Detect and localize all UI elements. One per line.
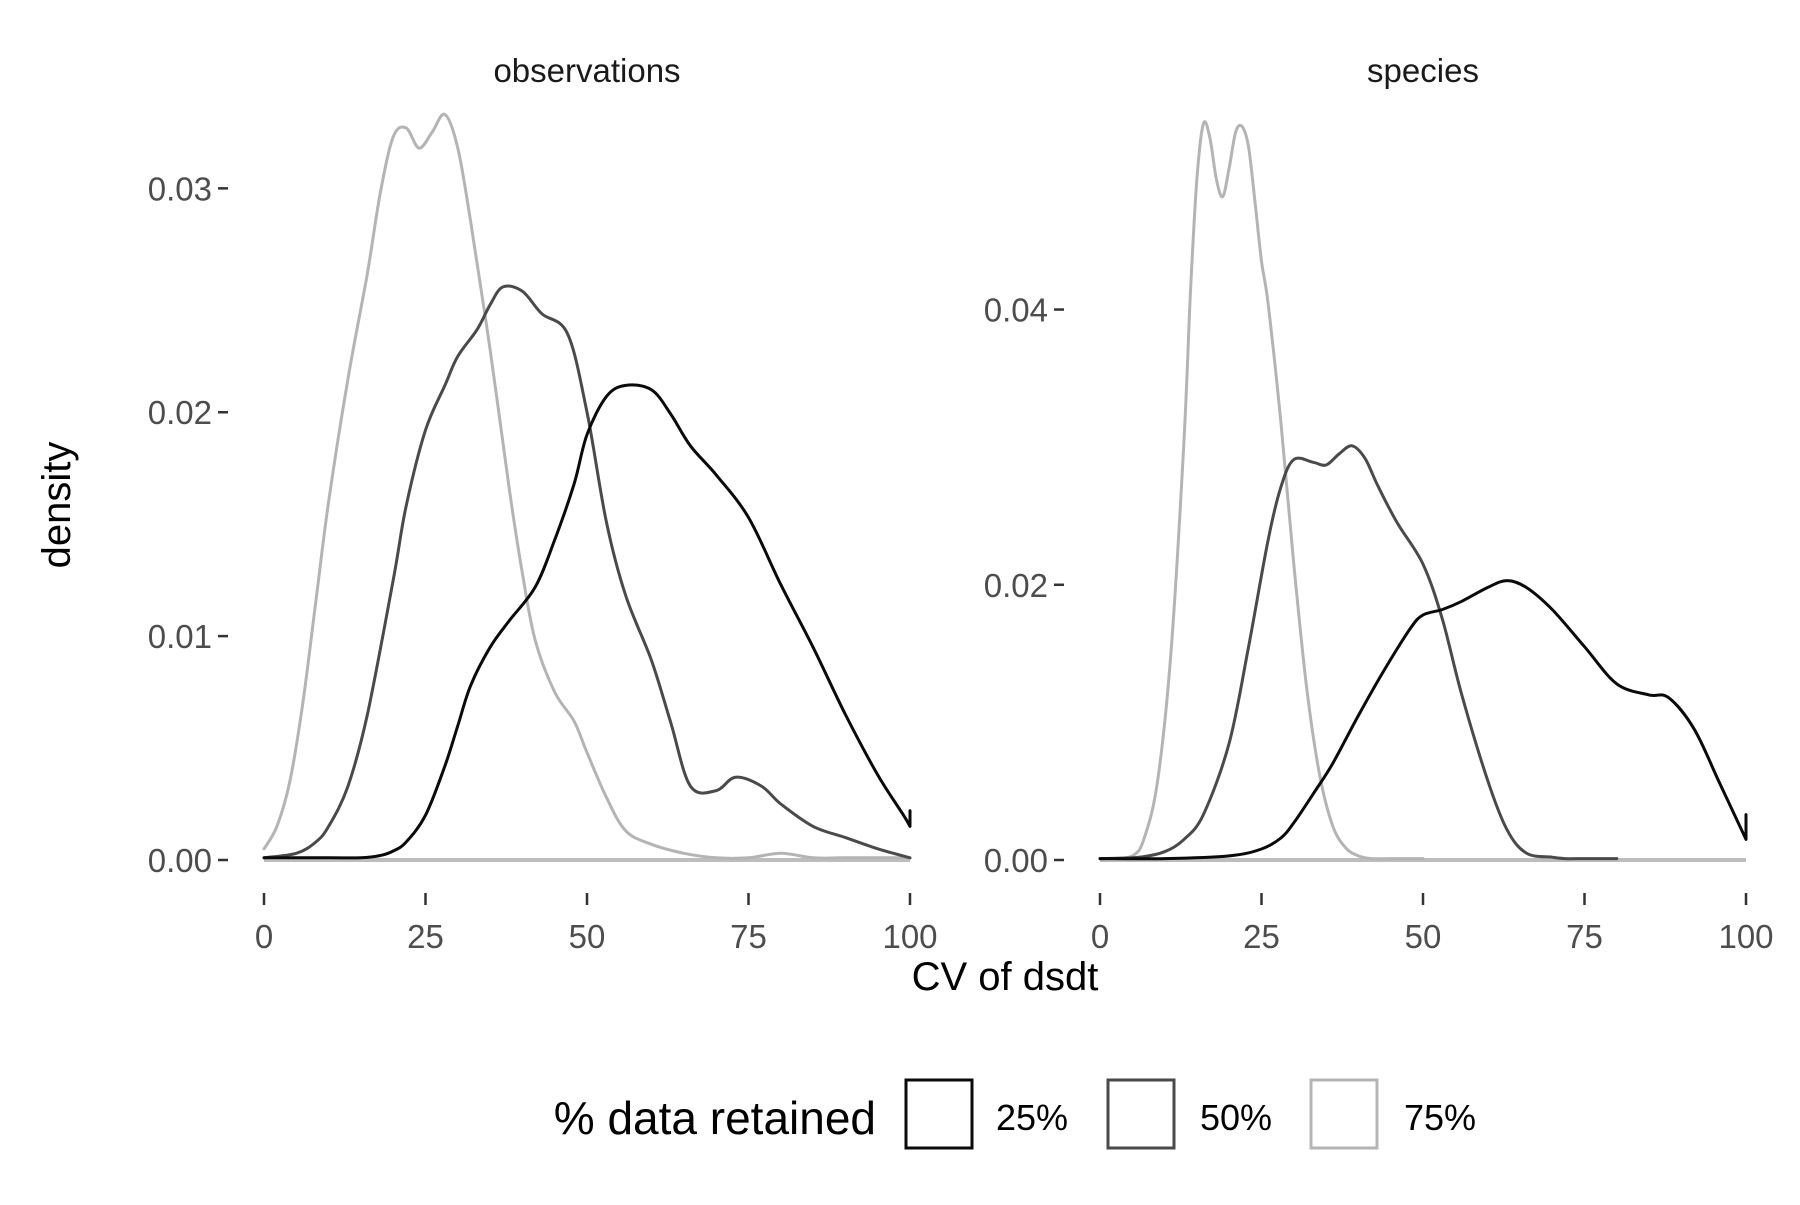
legend-label-75: 75%: [1404, 1097, 1476, 1138]
density-curve-observations-75pct: [262, 112, 912, 860]
density-curve-observations-50pct: [262, 284, 912, 860]
x-tick-label-species-4: 100: [1718, 918, 1773, 955]
x-tick-label-species-3: 75: [1566, 918, 1603, 955]
y-tick-label-species-1: 0.02: [984, 567, 1048, 604]
legend-key-75: [1309, 1078, 1379, 1150]
x-axis-title: CV of dsdt: [912, 955, 1099, 999]
legend-label-25: 25%: [996, 1097, 1068, 1138]
y-tick-label-species-2: 0.04: [984, 292, 1048, 329]
panel-species: species 0.00 0.02 0.04 0 25 50 75 100: [984, 52, 1774, 955]
strip-label-observations: observations: [493, 52, 680, 89]
x-tick-label-species-0: 0: [1091, 918, 1109, 955]
x-tick-label-species-2: 50: [1405, 918, 1442, 955]
x-tick-label-observations-0: 0: [255, 918, 273, 955]
legend-label-50: 50%: [1200, 1097, 1272, 1138]
x-tick-label-observations-1: 25: [407, 918, 444, 955]
y-tick-label-species-0: 0.00: [984, 842, 1048, 879]
legend-key-50: [1106, 1078, 1176, 1150]
y-tick-label-observations-3: 0.03: [148, 170, 212, 207]
y-tick-label-observations-2: 0.02: [148, 394, 212, 431]
x-tick-label-species-1: 25: [1243, 918, 1280, 955]
legend-key-25: [904, 1078, 974, 1150]
strip-label-species: species: [1367, 52, 1479, 89]
y-tick-label-observations-1: 0.01: [148, 618, 212, 655]
density-curve-observations-25pct: [262, 383, 912, 860]
legend: % data retained 25% 50% 75%: [554, 1078, 1476, 1150]
x-tick-label-observations-3: 75: [730, 918, 767, 955]
x-tick-label-observations-4: 100: [882, 918, 937, 955]
density-curve-species-50pct: [1098, 444, 1619, 861]
y-tick-label-observations-0: 0.00: [148, 842, 212, 879]
density-curve-species-75pct: [1098, 120, 1425, 861]
y-axis-title: density: [35, 442, 79, 569]
density-curve-species-25pct: [1098, 579, 1748, 861]
panel-observations: observations 0.00 0.01 0.02 0.03 0 25 50 75 100: [148, 52, 938, 955]
legend-title: % data retained: [554, 1092, 876, 1144]
x-tick-label-observations-2: 50: [569, 918, 606, 955]
